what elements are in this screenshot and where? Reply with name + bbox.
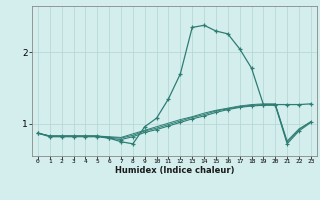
X-axis label: Humidex (Indice chaleur): Humidex (Indice chaleur) <box>115 166 234 175</box>
